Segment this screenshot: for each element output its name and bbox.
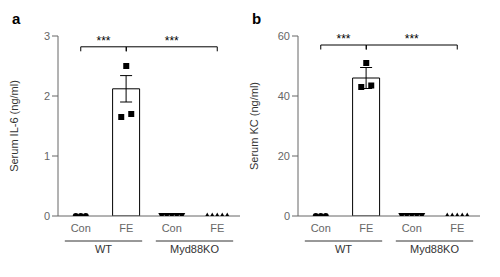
svg-text:60: 60 bbox=[278, 30, 290, 42]
svg-text:3: 3 bbox=[44, 30, 50, 42]
svg-text:2: 2 bbox=[44, 90, 50, 102]
svg-text:Con: Con bbox=[162, 222, 182, 234]
svg-text:***: *** bbox=[96, 34, 110, 48]
svg-text:***: *** bbox=[165, 34, 179, 48]
svg-text:***: *** bbox=[336, 32, 350, 46]
svg-text:WT: WT bbox=[95, 243, 112, 255]
svg-text:0: 0 bbox=[284, 210, 290, 222]
svg-text:1: 1 bbox=[44, 150, 50, 162]
html-text:b: b bbox=[252, 10, 262, 27]
svg-text:20: 20 bbox=[278, 150, 290, 162]
svg-text:Con: Con bbox=[402, 222, 422, 234]
svg-text:Myd88KO: Myd88KO bbox=[410, 243, 459, 255]
svg-text:WT: WT bbox=[335, 243, 352, 255]
svg-text:Con: Con bbox=[311, 222, 331, 234]
svg-text:0: 0 bbox=[44, 210, 50, 222]
svg-text:40: 40 bbox=[278, 90, 290, 102]
svg-text:Con: Con bbox=[71, 222, 91, 234]
svg-text:Myd88KO: Myd88KO bbox=[170, 243, 219, 255]
html-text:a: a bbox=[12, 10, 21, 27]
svg-text:FE: FE bbox=[210, 222, 224, 234]
svg-text:***: *** bbox=[405, 32, 419, 46]
svg-text:FE: FE bbox=[119, 222, 133, 234]
svg-text:FE: FE bbox=[450, 222, 464, 234]
svg-text:Serum KC (ng/ml): Serum KC (ng/ml) bbox=[248, 82, 260, 170]
svg-text:FE: FE bbox=[359, 222, 373, 234]
svg-text:Serum IL-6 (ng/ml): Serum IL-6 (ng/ml) bbox=[8, 80, 20, 172]
